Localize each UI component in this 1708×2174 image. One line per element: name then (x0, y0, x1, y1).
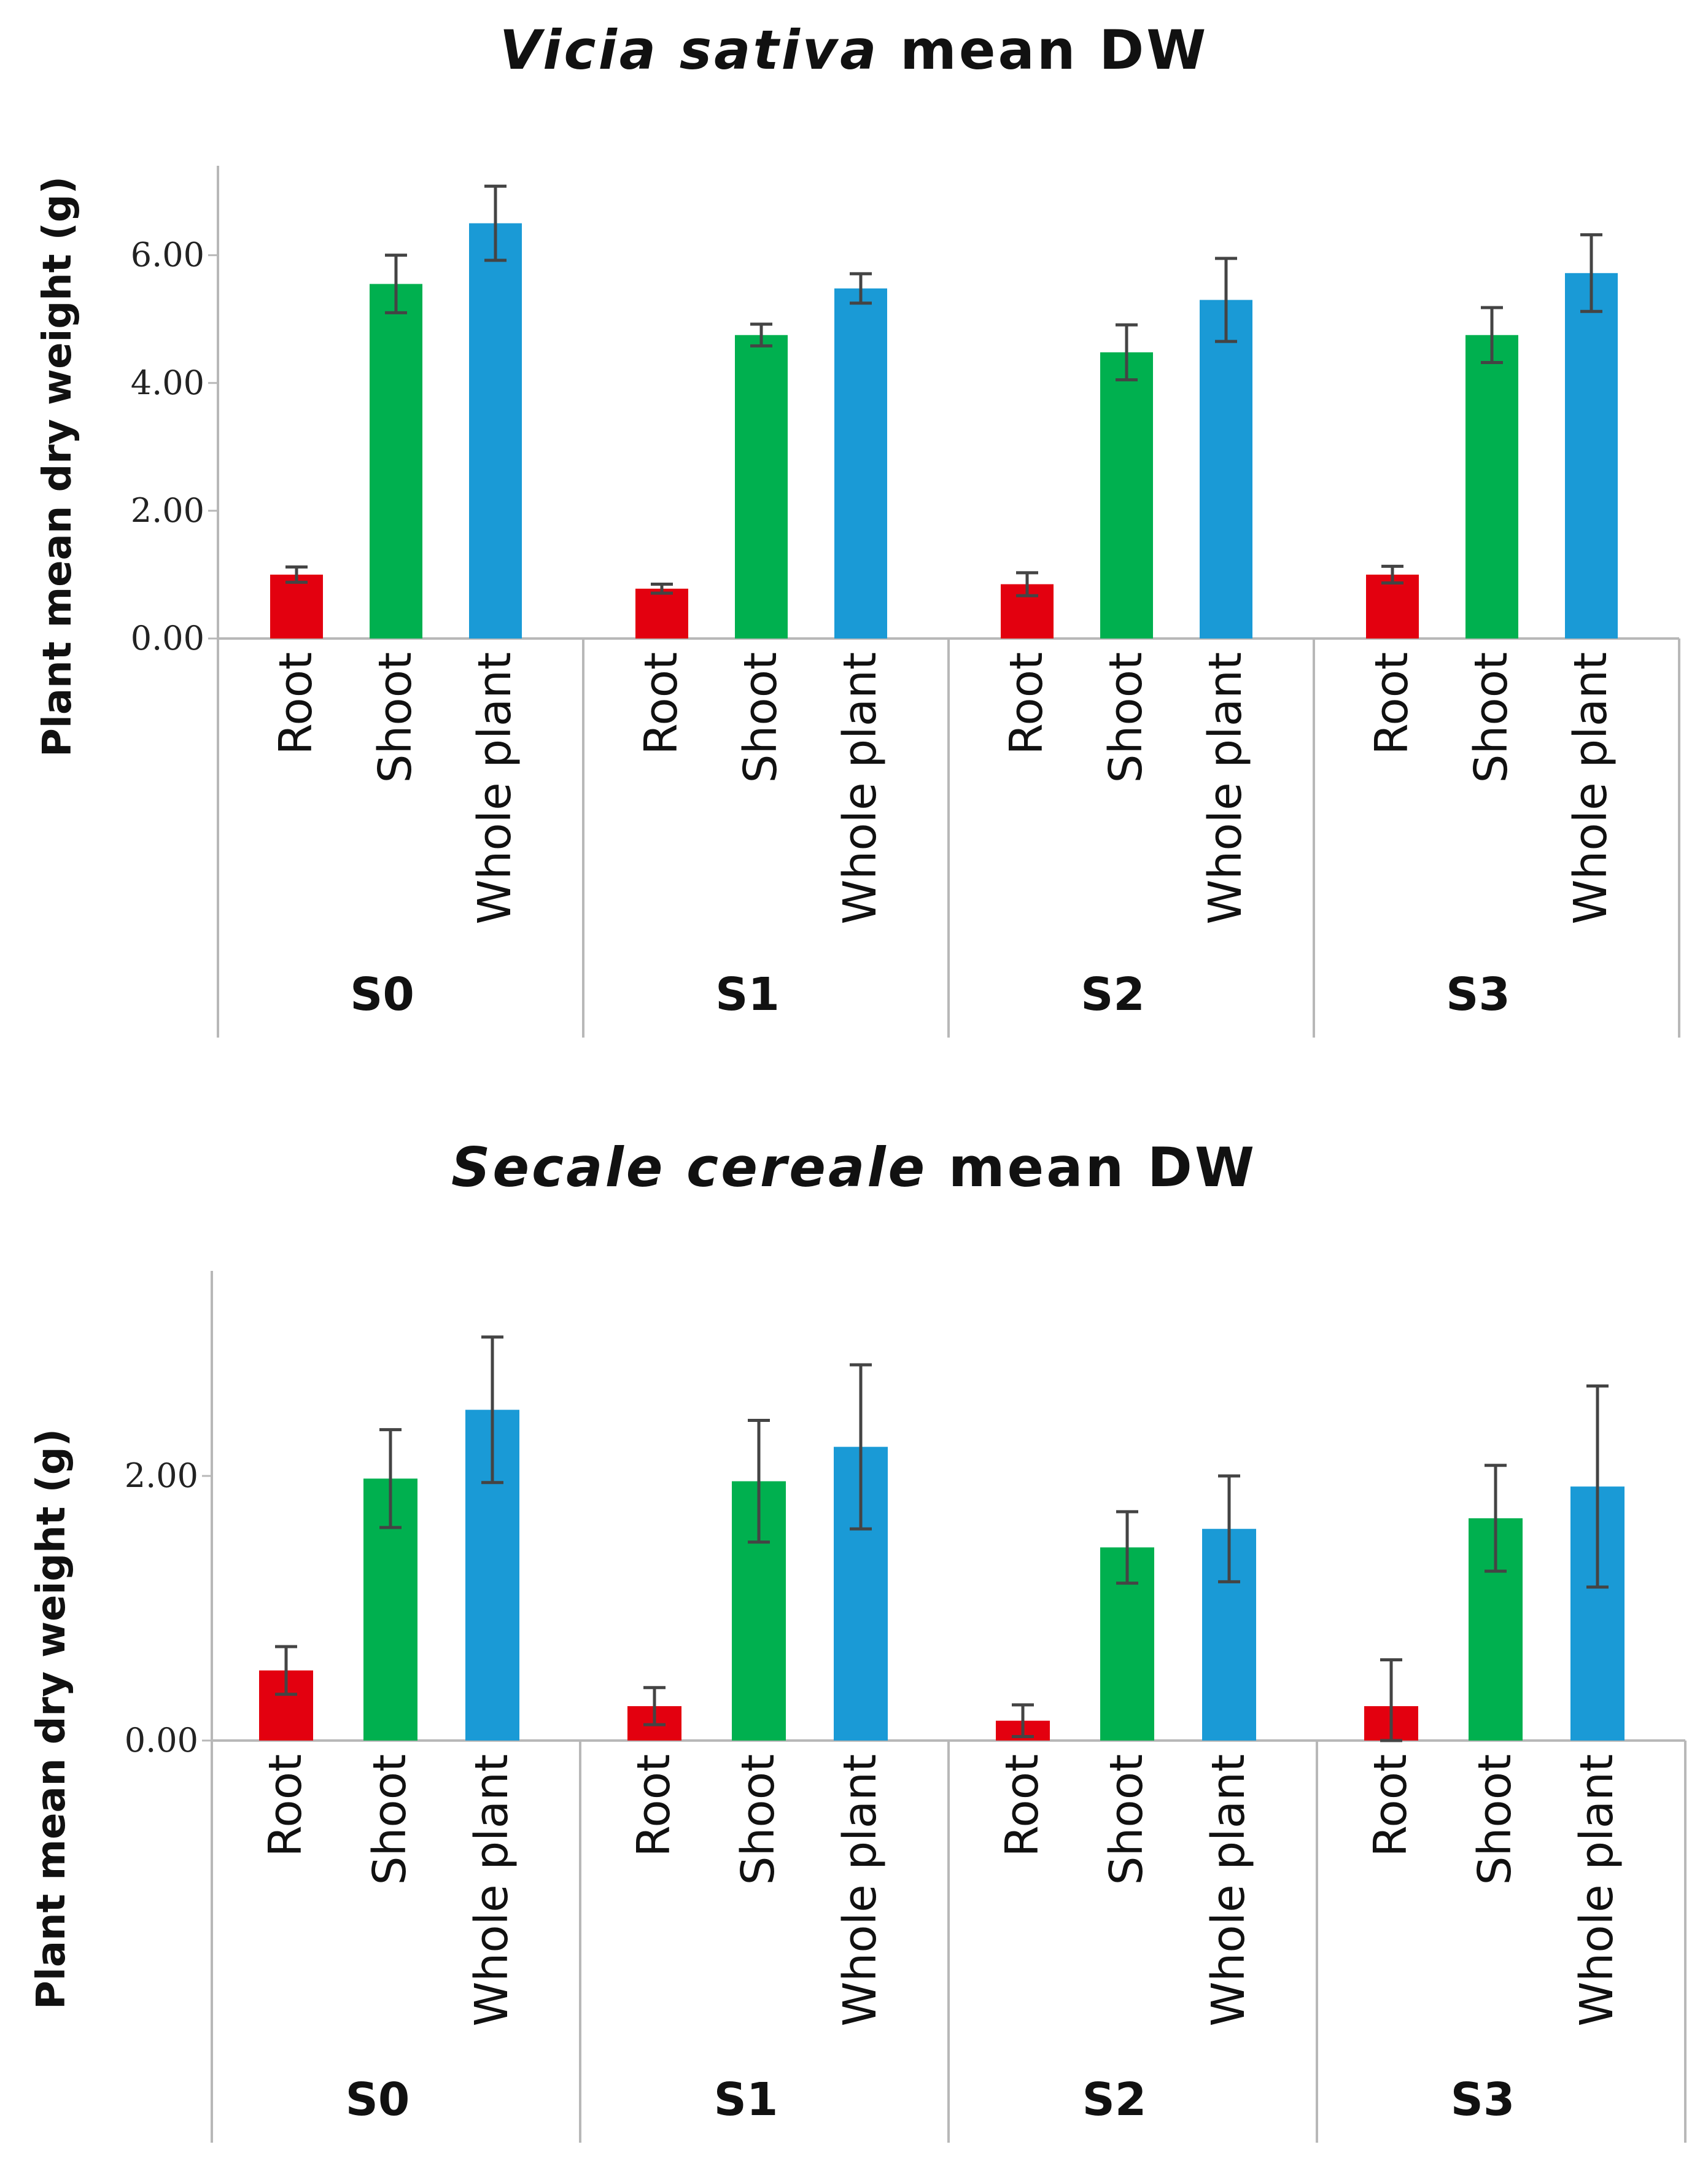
y-tick-label: 2.00 (131, 491, 204, 530)
bar-s3-whole-plant (1565, 273, 1618, 639)
category-label: Shoot (1465, 652, 1518, 783)
y-axis-label: Plant mean dry weight (g) (35, 176, 80, 757)
group-label: S1 (714, 2073, 778, 2126)
y-tick-label: 0.00 (125, 1721, 198, 1760)
vicia-sativa-chart: Vicia sativa mean DW Plant mean dry weig… (0, 0, 1708, 1056)
category-label: Whole plant (1202, 1754, 1255, 2027)
bar-s2-whole-plant (1200, 300, 1252, 639)
y-tick-label: 6.00 (131, 236, 204, 274)
category-label: Whole plant (468, 652, 521, 925)
category-label: Root (259, 1754, 312, 1857)
category-label: Whole plant (834, 652, 887, 925)
category-label: Root (1000, 652, 1053, 755)
group-label: S3 (1446, 968, 1510, 1021)
category-label: Shoot (734, 652, 787, 783)
chart-title-species: Vicia sativa (499, 18, 879, 82)
group-label: S0 (350, 968, 414, 1021)
category-label: Shoot (1100, 652, 1152, 783)
bar-s0-root (270, 574, 323, 639)
bar-s2-shoot (1100, 352, 1153, 639)
category-label: Root (635, 652, 688, 755)
group-label: S2 (1081, 968, 1145, 1021)
bar-s3-shoot (1465, 335, 1518, 639)
chart-title-species: Secale cereale (451, 1136, 928, 1199)
category-label: Whole plant (1564, 652, 1617, 925)
y-tick-label: 2.00 (125, 1456, 198, 1495)
category-label: Shoot (1100, 1754, 1153, 1885)
category-label: Root (270, 652, 322, 755)
category-label: Root (627, 1754, 680, 1857)
category-label: Shoot (369, 652, 422, 783)
y-tick-label: 0.00 (131, 619, 204, 658)
category-label: Whole plant (834, 1754, 887, 2027)
bar-s1-root (635, 588, 688, 639)
y-axis-label: Plant mean dry weight (g) (29, 1429, 74, 2009)
category-label: Root (996, 1754, 1049, 1857)
chart-title: Secale cereale mean DW (0, 1136, 1708, 1199)
y-tick-label: 4.00 (131, 363, 204, 402)
secale-cereale-chart: Secale cereale mean DW Plant mean dry we… (0, 1105, 1708, 2174)
bar-s3-root (1366, 574, 1419, 639)
chart-title-suffix: mean DW (948, 1136, 1257, 1199)
group-label: S2 (1082, 2073, 1147, 2126)
bar-s0-whole-plant (469, 223, 522, 639)
group-label: S3 (1451, 2073, 1515, 2126)
category-label: Root (1365, 652, 1418, 755)
category-label: Shoot (1469, 1754, 1521, 1885)
category-label: Whole plant (1570, 1754, 1623, 2027)
chart-title: Vicia sativa mean DW (0, 18, 1708, 82)
bar-s0-shoot (370, 284, 422, 639)
bar-s1-whole-plant (834, 288, 887, 639)
category-label: Root (1364, 1754, 1417, 1857)
group-label: S0 (346, 2073, 410, 2126)
category-label: Shoot (732, 1754, 785, 1885)
category-label: Shoot (363, 1754, 416, 1885)
bar-s1-shoot (735, 335, 788, 639)
chart-title-suffix: mean DW (900, 18, 1209, 82)
category-label: Whole plant (1199, 652, 1252, 925)
category-label: Whole plant (465, 1754, 518, 2027)
vicia-sativa-plot: Plant mean dry weight (g) 0.00 2.00 4.00 6.0… (35, 166, 1680, 1038)
secale-cereale-plot: Plant mean dry weight (g) 0.00 2.00 Root Sho… (29, 1271, 1687, 2143)
group-label: S1 (715, 968, 780, 1021)
